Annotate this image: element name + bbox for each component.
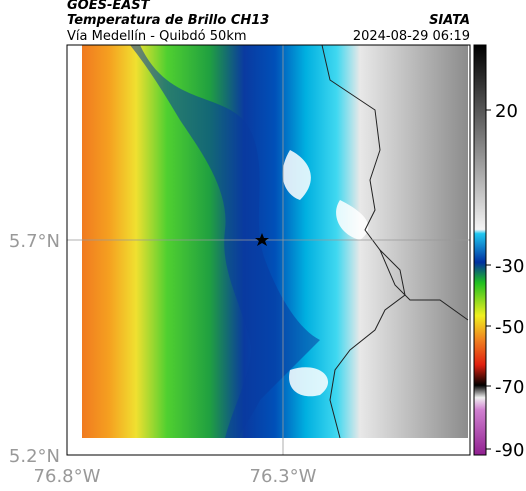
colorbar-label: -90 [495, 440, 524, 461]
lat-label: 5.2°N [9, 446, 60, 467]
source: GOES-EAST [67, 0, 151, 13]
timestamp: 2024-08-29 06:19 [353, 29, 470, 44]
colorbar: 20 -30 -50 -70 -90 [473, 44, 524, 461]
map [66, 44, 471, 456]
lon-label: 76.8°W [34, 466, 101, 487]
border [379, 249, 469, 321]
location-marker [255, 233, 269, 246]
credit: SIATA [429, 13, 470, 28]
colorbar-label: -70 [495, 377, 524, 398]
colorbar-label: 20 [495, 101, 518, 122]
colorbar-scale [473, 44, 487, 456]
lat-label: 5.7°N [9, 231, 60, 252]
subtitle: Vía Medellín - Quibdó 50km [67, 29, 247, 44]
map-frame [66, 44, 471, 456]
cold-band [130, 45, 320, 438]
colorbar-label: -50 [495, 317, 524, 338]
cloud-gaps [282, 150, 369, 397]
colorbar-label: -30 [495, 256, 524, 277]
title: Temperatura de Brillo CH13 [67, 13, 269, 28]
lon-label: 76.3°W [250, 466, 317, 487]
